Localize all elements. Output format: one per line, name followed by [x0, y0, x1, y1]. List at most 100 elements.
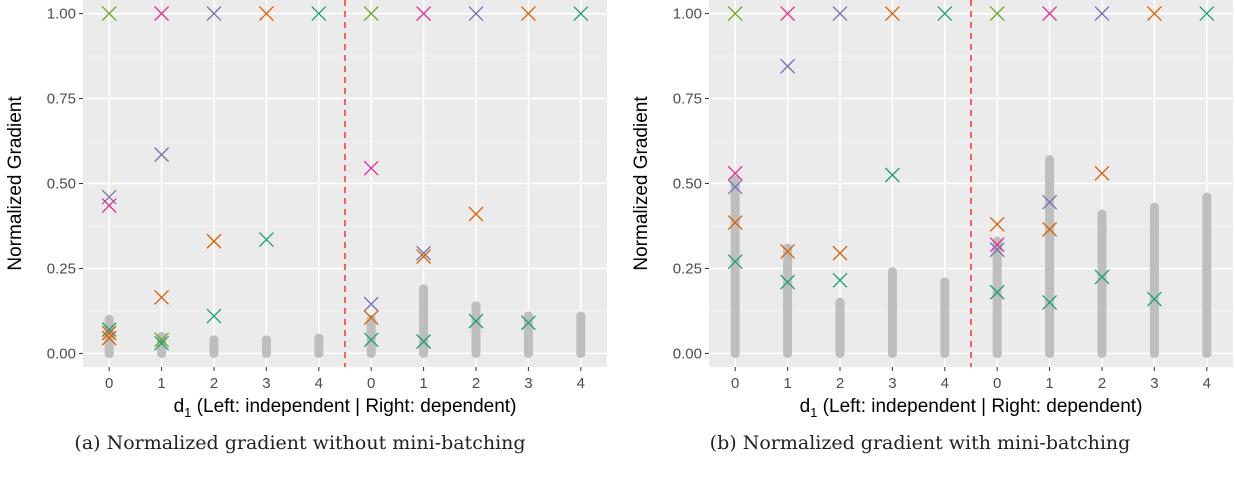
- x-marker-stroke: [1094, 6, 1110, 22]
- gray-point: [887, 267, 897, 277]
- y-tick-label: 0.75: [673, 91, 702, 108]
- x-tick-label: 0: [993, 375, 1001, 392]
- y-axis-label: Normalized Gradient: [5, 96, 26, 271]
- x-marker: [206, 233, 222, 249]
- x-marker: [416, 334, 432, 349]
- x-marker: [363, 310, 379, 326]
- x-marker-stroke: [1146, 291, 1162, 307]
- x-marker-stroke: [1094, 165, 1110, 181]
- x-marker: [780, 6, 796, 22]
- gray-point: [209, 335, 219, 345]
- y-axis-label: Normalized Gradient: [631, 96, 652, 271]
- gray-point: [1149, 202, 1159, 212]
- x-tick-label: 2: [1098, 375, 1106, 392]
- x-marker: [727, 165, 743, 181]
- y-tick-label: 0.25: [673, 260, 702, 277]
- x-marker: [780, 274, 796, 290]
- x-marker-stroke: [416, 245, 432, 261]
- x-marker-stroke: [989, 216, 1005, 232]
- x-marker-stroke: [363, 160, 379, 176]
- x-marker-stroke: [727, 215, 743, 231]
- gray-point: [1045, 348, 1055, 358]
- x-tick-label: 3: [1150, 375, 1158, 392]
- x-marker: [416, 6, 432, 22]
- x-marker: [258, 232, 274, 248]
- y-tick-label: 0.25: [47, 260, 76, 277]
- caption-a: (a) Normalized gradient without mini-bat…: [74, 432, 526, 454]
- x-marker: [101, 325, 117, 341]
- x-marker: [520, 315, 536, 331]
- x-marker: [520, 6, 536, 22]
- x-marker-stroke: [832, 245, 848, 261]
- x-marker: [884, 167, 900, 183]
- x-marker: [832, 272, 848, 288]
- x-marker-stroke: [989, 6, 1005, 22]
- x-marker: [989, 242, 1005, 258]
- x-tick-label: 3: [262, 375, 270, 392]
- x-tick-label: 1: [157, 375, 165, 392]
- x-marker-stroke: [468, 206, 484, 222]
- x-marker: [154, 332, 170, 348]
- x-marker: [363, 160, 379, 176]
- x-marker-stroke: [937, 6, 953, 22]
- x-marker-stroke: [1042, 221, 1058, 237]
- gray-point: [419, 348, 429, 358]
- x-marker-stroke: [154, 289, 170, 305]
- x-marker: [1199, 6, 1215, 22]
- gray-point: [940, 348, 950, 358]
- x-marker-stroke: [154, 147, 170, 163]
- x-tick-label: 0: [367, 375, 375, 392]
- gray-point: [887, 348, 897, 358]
- x-marker-stroke: [101, 6, 117, 22]
- x-marker-stroke: [468, 313, 484, 329]
- x-marker: [1094, 6, 1110, 22]
- x-marker: [101, 198, 117, 214]
- gray-point: [523, 311, 533, 321]
- x-marker-stroke: [206, 6, 222, 22]
- x-marker-stroke: [884, 6, 900, 22]
- x-marker: [468, 6, 484, 22]
- gray-point: [523, 348, 533, 358]
- x-marker: [416, 245, 432, 261]
- x-marker-stroke: [363, 296, 379, 312]
- gray-point: [1149, 348, 1159, 358]
- gray-point: [730, 175, 740, 185]
- x-marker-stroke: [727, 179, 743, 195]
- x-marker: [989, 284, 1005, 300]
- x-marker-stroke: [363, 310, 379, 326]
- x-marker-stroke: [573, 6, 589, 22]
- x-marker: [258, 6, 274, 22]
- x-tick-label: 3: [524, 375, 532, 392]
- x-marker-stroke: [1199, 6, 1215, 22]
- x-marker-stroke: [780, 244, 796, 259]
- x-marker-stroke: [311, 6, 327, 22]
- x-marker: [468, 313, 484, 329]
- gray-point: [366, 348, 376, 358]
- y-tick-label: 0.50: [673, 176, 702, 193]
- x-marker-stroke: [206, 233, 222, 249]
- x-tick-label: 1: [1045, 375, 1053, 392]
- x-marker-stroke: [780, 58, 796, 74]
- x-marker: [727, 179, 743, 195]
- x-marker: [884, 6, 900, 22]
- x-marker-stroke: [989, 242, 1005, 258]
- x-tick-label: 2: [472, 375, 480, 392]
- x-marker-stroke: [416, 334, 432, 349]
- x-marker-stroke: [154, 332, 170, 348]
- x-marker-stroke: [780, 274, 796, 290]
- y-tick-label: 0.50: [47, 176, 76, 193]
- x-marker: [363, 296, 379, 312]
- x-marker-stroke: [832, 272, 848, 288]
- caption-b: (b) Normalized gradient with mini-batchi…: [709, 432, 1131, 454]
- x-marker: [832, 245, 848, 261]
- chart-panel-a: 0.00 0.25 0.50 0.75 1.00 0 1 2 3 4 0 1 2 3 4 Normalized…: [5, 0, 607, 420]
- y-tick-label: 0.00: [47, 345, 76, 362]
- x-marker: [206, 308, 222, 324]
- gray-point: [835, 297, 845, 307]
- x-marker: [154, 335, 170, 351]
- x-marker-stroke: [154, 6, 170, 22]
- gray-point: [1202, 348, 1212, 358]
- x-tick-label: 4: [315, 375, 323, 392]
- gray-point: [576, 311, 586, 321]
